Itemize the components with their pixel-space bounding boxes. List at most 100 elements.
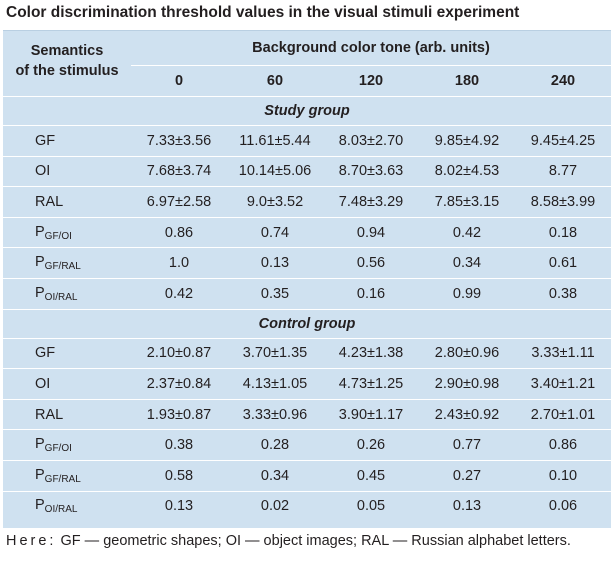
row-label-text: RAL [35, 193, 64, 210]
row-label-text: P [35, 284, 45, 301]
row-label-subscript: GF/OI [44, 443, 72, 455]
table-cell: 0.38 [131, 429, 227, 461]
table-cell: 0.74 [227, 216, 323, 248]
row-label: OI [3, 155, 131, 187]
table-cell: 0.42 [419, 216, 515, 248]
row-label-text: P [35, 223, 45, 240]
table-caption: Color discrimination threshold values in… [6, 4, 520, 21]
table-cell: 8.58±3.99 [515, 186, 611, 218]
footnote-text: GF — geometric shapes; OI — object image… [56, 533, 571, 549]
row-label-text: OI [35, 163, 51, 180]
row-label-subscript: GF/OI [44, 230, 72, 242]
table-row: GF 2.10±0.87 3.70±1.35 4.23±1.38 2.80±0.96 3.… [3, 337, 611, 369]
table-cell: 0.10 [515, 459, 611, 492]
table-cell: 11.61±5.44 [227, 125, 323, 157]
table-cell: 3.70±1.35 [227, 337, 323, 369]
tone-header: 0 [174, 73, 184, 89]
table-cell: 2.80±0.96 [419, 337, 515, 369]
table-footnote: Here: GF — geometric shapes; OI — object… [6, 531, 606, 552]
table-cell: 8.02±4.53 [419, 155, 515, 187]
table-cell: 2.70±1.01 [515, 398, 611, 430]
table-cell: 10.14±5.06 [227, 155, 323, 187]
row-label-text: P [35, 497, 45, 514]
table-cell: 4.23±1.38 [323, 337, 419, 369]
table-row: POI/RAL 0.42 0.35 0.16 0.99 0.38 [3, 277, 611, 310]
table-row: PGF/RAL 0.58 0.34 0.45 0.27 0.10 [3, 459, 611, 492]
table-cell: 7.68±3.74 [131, 155, 227, 187]
table-cell: 0.58 [131, 459, 227, 492]
background-tone-header: Background color tone (arb. units) [131, 31, 611, 66]
row-label-text: P [35, 254, 45, 271]
table-cell: 3.90±1.17 [323, 398, 419, 430]
row-label: PGF/RAL [3, 459, 131, 492]
table-cell: 8.70±3.63 [323, 155, 419, 187]
table-cell: 8.03±2.70 [323, 125, 419, 157]
footnote-lead: Here: [6, 533, 57, 549]
table-cell: 0.13 [227, 247, 323, 279]
table-cell: 0.06 [515, 490, 611, 522]
table-cell: 0.77 [419, 429, 515, 461]
row-label: PGF/RAL [3, 247, 131, 279]
table-cell: 9.85±4.92 [419, 125, 515, 157]
study-group-title: Study group [3, 96, 611, 126]
row-label-subscript: GF/RAL [44, 261, 81, 273]
table-cell: 2.37±0.84 [131, 368, 227, 400]
row-label: PGF/OI [3, 429, 131, 461]
tone-header: 60 [266, 73, 284, 89]
table-cell: 0.38 [515, 277, 611, 310]
table-row: RAL 1.93±0.87 3.33±0.96 3.90±1.17 2.43±0.92 2… [3, 398, 611, 430]
table-cell: 0.13 [419, 490, 515, 522]
table-row: POI/RAL 0.13 0.02 0.05 0.13 0.06 [3, 490, 611, 522]
row-label: PGF/OI [3, 216, 131, 248]
row-label-text: OI [35, 375, 51, 392]
table-cell: 9.0±3.52 [227, 186, 323, 218]
table-cell: 3.33±1.11 [515, 337, 611, 369]
tone-header: 180 [454, 73, 480, 89]
row-label-subscript: OI/RAL [44, 291, 78, 303]
row-label: POI/RAL [3, 277, 131, 310]
table-cell: 0.18 [515, 216, 611, 248]
table-cell: 0.02 [227, 490, 323, 522]
table-cell: 1.0 [131, 247, 227, 279]
table-cell: 0.28 [227, 429, 323, 461]
table-cell: 0.61 [515, 247, 611, 279]
row-label-text: GF [35, 345, 56, 362]
table-cell: 7.48±3.29 [323, 186, 419, 218]
table-cell: 0.16 [323, 277, 419, 310]
table-cell: 0.34 [227, 459, 323, 492]
table-cell: 0.13 [131, 490, 227, 522]
row-label-subscript: OI/RAL [44, 504, 78, 516]
table-cell: 0.86 [131, 216, 227, 248]
table-cell: 0.99 [419, 277, 515, 310]
table-cell: 0.35 [227, 277, 323, 310]
row-label-text: P [35, 436, 45, 453]
table-cell: 0.27 [419, 459, 515, 492]
table-row: PGF/OI 0.86 0.74 0.94 0.42 0.18 [3, 216, 611, 248]
row-label: GF [3, 337, 131, 369]
table-row: RAL 6.97±2.58 9.0±3.52 7.48±3.29 7.85±3.15 8.… [3, 186, 611, 218]
row-label: POI/RAL [3, 490, 131, 522]
table-row: OI 2.37±0.84 4.13±1.05 4.73±1.25 2.90±0.98 3.… [3, 368, 611, 400]
table-cell: 6.97±2.58 [131, 186, 227, 218]
semantics-header-line1: Semantics [30, 43, 104, 59]
semantics-header: Semantics of the stimulus [3, 31, 131, 97]
table-cell: 9.45±4.25 [515, 125, 611, 157]
row-label-text: P [35, 466, 45, 483]
table-cell: 0.56 [323, 247, 419, 279]
row-label-subscript: GF/RAL [44, 473, 81, 485]
table-cell: 8.77 [515, 155, 611, 187]
table-row: GF 7.33±3.56 11.61±5.44 8.03±2.70 9.85±4.92 9… [3, 125, 611, 157]
table-cell: 1.93±0.87 [131, 398, 227, 430]
threshold-table: Semantics of the stimulus Background col… [3, 31, 611, 522]
table-cell: 0.34 [419, 247, 515, 279]
table-row: PGF/RAL 1.0 0.13 0.56 0.34 0.61 [3, 247, 611, 279]
control-group-title: Control group [3, 308, 611, 339]
table-cell: 0.86 [515, 429, 611, 461]
row-label: GF [3, 125, 131, 157]
row-label: OI [3, 368, 131, 400]
row-label-text: GF [35, 132, 56, 149]
table-cell: 2.43±0.92 [419, 398, 515, 430]
tone-header: 240 [550, 73, 576, 89]
table-cell: 7.85±3.15 [419, 186, 515, 218]
table-row: PGF/OI 0.38 0.28 0.26 0.77 0.86 [3, 429, 611, 461]
